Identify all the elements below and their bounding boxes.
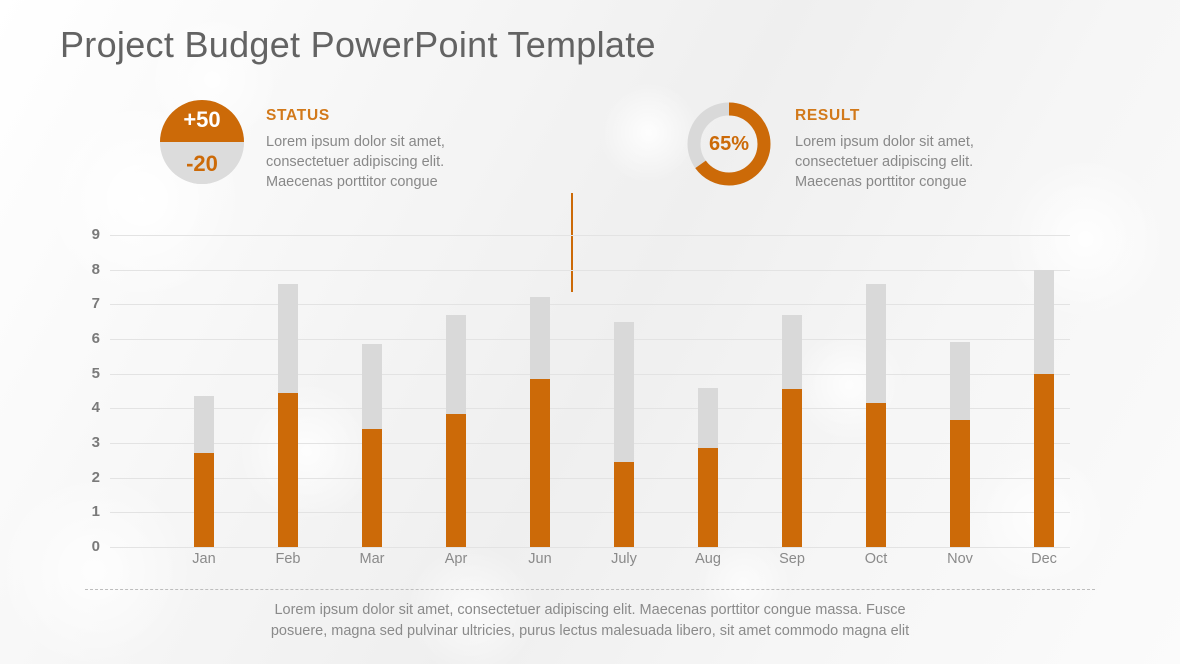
bar-segment-remaining — [362, 344, 382, 430]
gridline — [110, 512, 1070, 514]
gridline — [110, 235, 1070, 236]
status-text-group: STATUS Lorem ipsum dolor sit amet, conse… — [266, 100, 445, 192]
bar-segment-spent — [362, 429, 382, 547]
bar-segment-spent — [866, 403, 886, 547]
status-badge: +50 -20 — [160, 100, 244, 184]
bar-stack[interactable] — [614, 321, 634, 547]
x-axis-tick: Oct — [864, 551, 888, 567]
bar-stack[interactable] — [278, 283, 298, 547]
bar-segment-spent — [698, 448, 718, 547]
x-axis-tick: Feb — [275, 551, 301, 567]
bar-stack[interactable] — [950, 342, 970, 547]
y-axis-tick: 4 — [91, 399, 100, 417]
result-text-group: RESULT Lorem ipsum dolor sit amet, conse… — [795, 100, 974, 192]
bar-segment-spent — [614, 462, 634, 547]
gridline — [110, 373, 1070, 375]
bar-stack[interactable] — [194, 396, 214, 547]
bar-segment-spent — [278, 392, 298, 547]
footer-divider — [85, 589, 1095, 590]
gridline — [110, 304, 1070, 306]
status-badge-bottom-value: -20 — [186, 151, 218, 176]
page-title: Project Budget PowerPoint Template — [60, 24, 656, 65]
status-badge-top-half: +50 — [160, 100, 244, 142]
status-badge-bottom-half: -20 — [160, 142, 244, 184]
status-heading: STATUS — [266, 107, 330, 124]
y-axis-tick: 7 — [91, 295, 100, 313]
y-axis-tick: 0 — [91, 538, 100, 555]
gridline — [110, 547, 1070, 548]
x-axis-tick: July — [611, 551, 637, 567]
x-axis-tick: Mar — [359, 551, 385, 567]
bar-segment-spent — [194, 453, 214, 547]
x-axis-tick: Dec — [1031, 551, 1057, 567]
bar-stack[interactable] — [782, 314, 802, 547]
bar-stack[interactable] — [362, 344, 382, 547]
y-axis-tick: 5 — [91, 364, 100, 382]
status-body: Lorem ipsum dolor sit amet, consectetuer… — [266, 134, 445, 190]
x-axis-tick: Sep — [779, 551, 805, 567]
bar-stack[interactable] — [698, 387, 718, 547]
x-axis-tick: Aug — [695, 551, 721, 567]
summary-row: +50 -20 STATUS Lorem ipsum dolor sit ame… — [0, 95, 1180, 292]
y-axis-tick: 1 — [91, 503, 100, 521]
bar-segment-remaining — [194, 396, 214, 454]
bar-segment-remaining — [950, 342, 970, 421]
bar-segment-spent — [950, 420, 970, 547]
bar-segment-remaining — [446, 314, 466, 414]
result-heading: RESULT — [795, 107, 861, 124]
bar-segment-remaining — [614, 321, 634, 463]
x-axis-tick: Jan — [192, 551, 216, 567]
bar-segment-remaining — [782, 314, 802, 390]
x-axis-tick: Nov — [947, 551, 973, 567]
bar-segment-spent — [1034, 373, 1054, 547]
y-axis-tick: 2 — [91, 468, 100, 486]
y-axis-tick: 8 — [91, 260, 100, 278]
donut-value-arc — [687, 102, 771, 186]
footer-caption: Lorem ipsum dolor sit amet, consectetuer… — [270, 602, 910, 639]
result-block: 65% RESULT Lorem ipsum dolor sit amet, c… — [685, 100, 974, 192]
donut-svg — [687, 102, 771, 186]
bar-stack[interactable] — [1034, 269, 1054, 547]
bar-segment-remaining — [866, 283, 886, 404]
status-badge-top-value: +50 — [183, 107, 221, 132]
bar-segment-remaining — [1034, 269, 1054, 374]
gridline — [110, 477, 1070, 479]
bar-stack[interactable] — [530, 297, 550, 547]
donut-percent-label: 65% — [708, 132, 750, 155]
bar-segment-remaining — [530, 297, 550, 379]
result-donut-chart: 65% — [685, 100, 773, 188]
gridline — [110, 408, 1070, 410]
bar-segment-spent — [446, 413, 466, 547]
bar-segment-spent — [782, 389, 802, 547]
gridline — [110, 339, 1070, 340]
x-axis-tick: Jun — [528, 551, 552, 567]
bar-stack[interactable] — [446, 314, 466, 547]
gridline — [110, 269, 1070, 271]
x-axis-tick: Apr — [444, 551, 468, 567]
bar-segment-spent — [530, 378, 550, 547]
gridline — [110, 443, 1070, 444]
bar-segment-remaining — [698, 387, 718, 449]
section-divider — [571, 193, 573, 292]
y-axis-tick: 3 — [91, 434, 100, 451]
y-axis-tick: 9 — [91, 226, 100, 243]
result-body: Lorem ipsum dolor sit amet, consectetuer… — [795, 134, 974, 190]
bar-stack[interactable] — [866, 283, 886, 547]
y-axis-tick: 6 — [91, 330, 100, 347]
status-block: +50 -20 STATUS Lorem ipsum dolor sit ame… — [160, 100, 445, 192]
bar-segment-remaining — [278, 283, 298, 393]
